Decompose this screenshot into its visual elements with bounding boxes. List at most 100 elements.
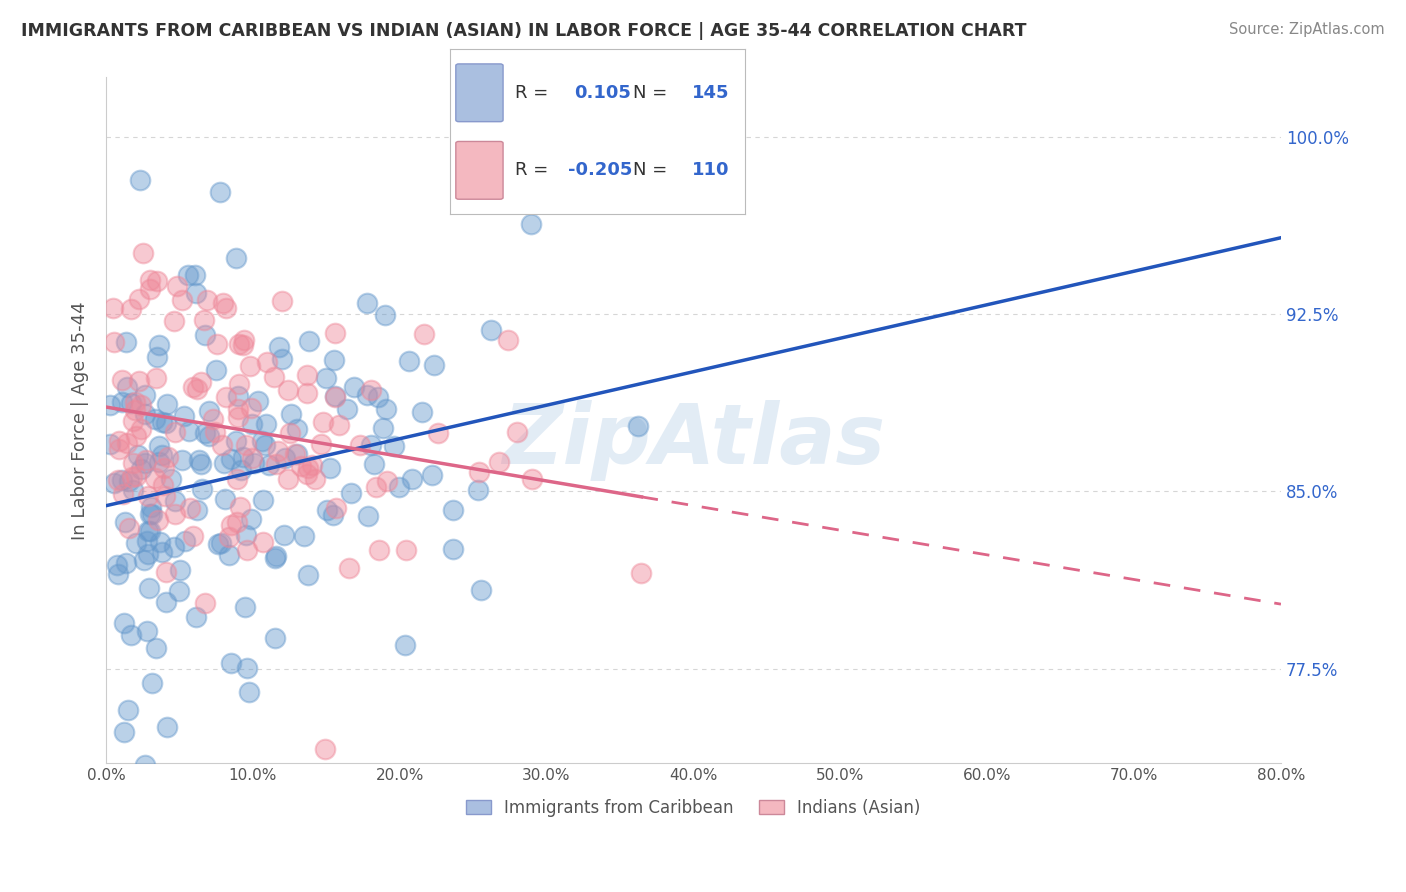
Point	[124, 394, 146, 409]
Point	[319, 461, 342, 475]
Point	[146, 274, 169, 288]
Point	[367, 543, 389, 558]
Point	[267, 340, 290, 354]
Point	[349, 438, 371, 452]
Point	[363, 457, 385, 471]
Point	[122, 483, 145, 497]
Point	[163, 425, 186, 440]
Point	[627, 419, 650, 434]
Point	[270, 351, 292, 366]
Point	[266, 549, 288, 563]
Point	[325, 390, 347, 404]
Point	[232, 333, 254, 347]
Point	[274, 450, 297, 465]
Point	[181, 529, 204, 543]
Point	[129, 461, 152, 475]
Point	[117, 380, 139, 394]
Point	[107, 567, 129, 582]
Point	[343, 380, 366, 394]
Point	[143, 412, 166, 426]
Point	[420, 467, 443, 482]
Point	[470, 582, 492, 597]
Point	[231, 338, 253, 352]
Point	[111, 373, 134, 387]
Point	[179, 501, 201, 516]
Point	[441, 541, 464, 556]
Point	[149, 534, 172, 549]
Point	[212, 457, 235, 471]
Point	[401, 472, 423, 486]
Point	[228, 389, 250, 403]
Point	[394, 639, 416, 653]
Point	[125, 536, 148, 550]
Point	[160, 473, 183, 487]
Point	[232, 450, 254, 464]
Point	[124, 402, 146, 417]
Point	[250, 434, 273, 449]
Point	[155, 566, 177, 580]
Point	[112, 616, 135, 631]
Point	[103, 476, 125, 491]
Point	[205, 336, 228, 351]
Point	[225, 516, 247, 530]
Point	[339, 485, 361, 500]
Point	[211, 438, 233, 452]
Point	[226, 472, 249, 486]
Text: -0.205: -0.205	[568, 161, 633, 179]
Point	[215, 301, 238, 315]
Point	[134, 456, 156, 470]
Text: Source: ZipAtlas.com: Source: ZipAtlas.com	[1229, 22, 1385, 37]
FancyBboxPatch shape	[456, 142, 503, 199]
Point	[236, 661, 259, 675]
Point	[191, 483, 214, 497]
Point	[170, 293, 193, 308]
Point	[388, 480, 411, 494]
Point	[139, 507, 162, 521]
Point	[152, 461, 174, 475]
Point	[522, 472, 544, 486]
Point	[285, 422, 308, 436]
Point	[285, 447, 308, 461]
Point	[120, 302, 142, 317]
Point	[325, 326, 347, 341]
Point	[110, 395, 132, 409]
Point	[190, 375, 212, 389]
Point	[240, 450, 263, 465]
Point	[194, 425, 217, 440]
Point	[257, 458, 280, 472]
Point	[177, 268, 200, 282]
Point	[108, 434, 131, 448]
Point	[170, 452, 193, 467]
Point	[295, 386, 318, 401]
Point	[423, 358, 446, 372]
Point	[374, 402, 396, 417]
Point	[184, 609, 207, 624]
Point	[267, 443, 290, 458]
Point	[146, 350, 169, 364]
Text: 145: 145	[692, 84, 730, 102]
Point	[468, 465, 491, 479]
Point	[254, 417, 277, 432]
Point	[496, 333, 519, 347]
Point	[276, 472, 298, 486]
Point	[229, 500, 252, 514]
Point	[263, 632, 285, 646]
Point	[367, 390, 389, 404]
Point	[148, 338, 170, 352]
Point	[129, 421, 152, 435]
FancyBboxPatch shape	[456, 64, 503, 121]
Text: 110: 110	[692, 161, 730, 179]
Point	[488, 455, 510, 469]
Point	[335, 402, 357, 417]
Point	[205, 363, 228, 377]
Point	[284, 446, 307, 460]
Point	[125, 469, 148, 483]
Point	[226, 409, 249, 424]
Point	[357, 509, 380, 524]
Point	[226, 402, 249, 417]
Point	[155, 594, 177, 608]
Point	[194, 327, 217, 342]
Point	[118, 474, 141, 488]
Point	[107, 473, 129, 487]
Point	[270, 293, 292, 308]
